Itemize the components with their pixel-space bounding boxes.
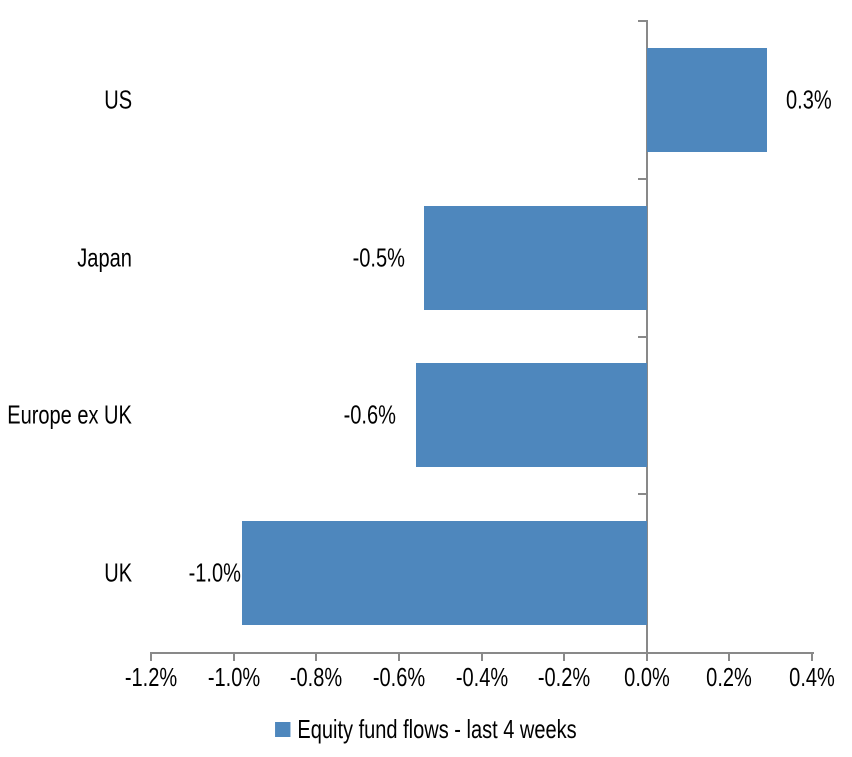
x-tick-label: -1.2% bbox=[124, 662, 178, 692]
data-label-us: 0.3% bbox=[786, 84, 832, 115]
legend-row: Equity fund flows - last 4 weeks bbox=[275, 716, 577, 742]
bar-uk bbox=[242, 521, 647, 625]
category-tick bbox=[638, 178, 646, 180]
x-tick-label: -0.4% bbox=[455, 662, 509, 692]
data-label-europe-ex-uk: -0.6% bbox=[343, 399, 396, 430]
x-tick-label: -0.2% bbox=[537, 662, 591, 692]
x-tick bbox=[811, 652, 813, 661]
category-tick bbox=[638, 336, 646, 338]
x-tick bbox=[481, 652, 483, 661]
x-tick-label: 0.4% bbox=[789, 662, 835, 692]
x-tick bbox=[398, 652, 400, 661]
category-tick bbox=[638, 20, 646, 22]
data-label-japan: -0.5% bbox=[352, 242, 405, 273]
x-tick bbox=[728, 652, 730, 661]
bar-japan bbox=[424, 206, 647, 310]
data-label-uk: -1.0% bbox=[188, 557, 241, 588]
category-tick bbox=[638, 493, 646, 495]
bar-europe-ex-uk bbox=[416, 363, 647, 467]
zero-line bbox=[646, 20, 648, 661]
category-label-europe-ex-uk: Europe ex UK bbox=[7, 399, 132, 430]
category-label-uk: UK bbox=[104, 557, 132, 588]
x-tick bbox=[563, 652, 565, 661]
x-tick-label: -1.0% bbox=[207, 662, 261, 692]
x-tick bbox=[150, 652, 152, 661]
x-tick-label: 0.2% bbox=[706, 662, 752, 692]
x-tick-label: 0.0% bbox=[624, 662, 670, 692]
x-tick bbox=[315, 652, 317, 661]
legend-swatch-icon bbox=[275, 721, 291, 737]
category-label-japan: Japan bbox=[77, 242, 132, 273]
x-tick bbox=[233, 652, 235, 661]
x-tick-label: -0.6% bbox=[372, 662, 426, 692]
legend-label: Equity fund flows - last 4 weeks bbox=[297, 714, 577, 744]
category-label-us: US bbox=[104, 84, 132, 115]
legend: Equity fund flows - last 4 weeks bbox=[0, 716, 852, 742]
bar-us bbox=[647, 48, 767, 152]
x-tick-label: -0.8% bbox=[289, 662, 343, 692]
